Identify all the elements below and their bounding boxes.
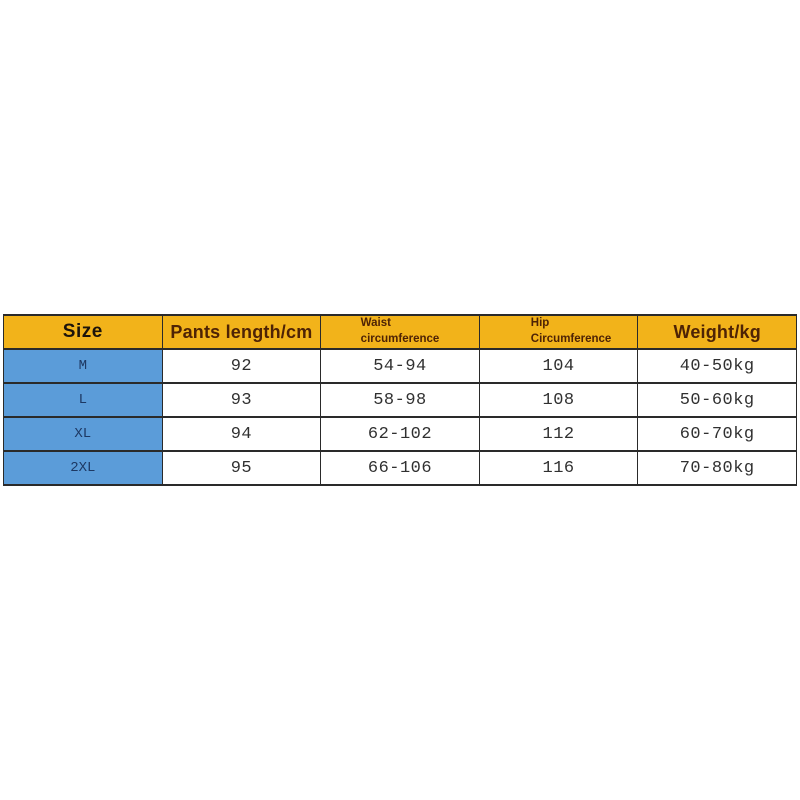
waist-cell: 62-102 [320, 416, 480, 452]
col-header-hip-circumference: Hip Circumference [478, 314, 639, 350]
weight-cell: 40-50kg [637, 348, 797, 384]
waist-cell: 58-98 [320, 382, 480, 418]
table-row-m: M 92 54-94 104 40-50kg [3, 348, 797, 384]
hip-cell: 112 [478, 416, 639, 452]
size-cell: 2XL [3, 450, 163, 486]
weight-cell: 60-70kg [637, 416, 797, 452]
size-cell: M [3, 348, 163, 384]
size-cell: L [3, 382, 163, 418]
hip-cell: 104 [478, 348, 639, 384]
col-header-pants-length: Pants length/cm [161, 314, 322, 350]
size-chart-body: M 92 54-94 104 40-50kg L 93 58-98 108 50… [3, 348, 797, 486]
size-cell: XL [3, 416, 163, 452]
col-header-weight: Weight/kg [637, 314, 797, 350]
table-row-2xl: 2XL 95 66-106 116 70-80kg [3, 450, 797, 486]
hip-header-text: Hip Circumference [530, 317, 612, 345]
size-chart-header-row: Size Pants length/cm Waist circumference… [3, 314, 797, 350]
table-row-l: L 93 58-98 108 50-60kg [3, 382, 797, 418]
table-row-xl: XL 94 62-102 112 60-70kg [3, 416, 797, 452]
waist-cell: 54-94 [320, 348, 480, 384]
hip-cell: 108 [478, 382, 639, 418]
size-chart-table: Size Pants length/cm Waist circumference… [3, 314, 797, 486]
pants-length-cell: 95 [161, 450, 322, 486]
hip-cell: 116 [478, 450, 639, 486]
pants-length-cell: 92 [161, 348, 322, 384]
weight-cell: 70-80kg [637, 450, 797, 486]
col-header-waist-circumference: Waist circumference [320, 314, 480, 350]
pants-length-cell: 93 [161, 382, 322, 418]
waist-cell: 66-106 [320, 450, 480, 486]
weight-cell: 50-60kg [637, 382, 797, 418]
col-header-size: Size [3, 314, 163, 350]
pants-length-cell: 94 [161, 416, 322, 452]
waist-header-text: Waist circumference [360, 317, 440, 345]
